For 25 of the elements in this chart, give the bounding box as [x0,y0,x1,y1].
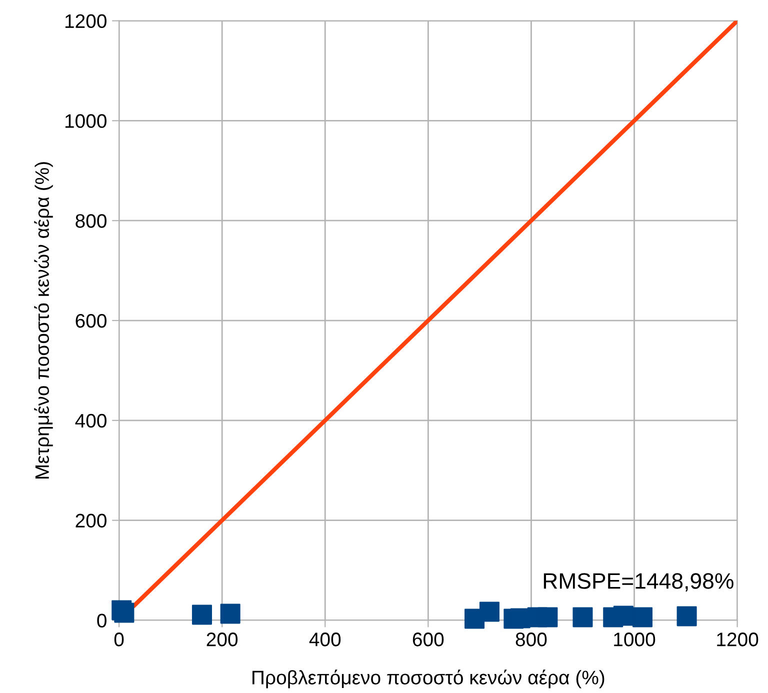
annotation: RMSPE=1448,98% [544,573,734,592]
y-tick-label: 200 [76,514,106,528]
point [220,604,240,624]
point [572,607,593,628]
point [538,607,558,628]
x-tick-label: 400 [309,632,341,646]
point [632,607,652,628]
x-tick-label: 200 [206,632,238,646]
x-tick-label: 1000 [614,632,656,646]
y-tick-label: 800 [76,214,106,228]
x-tick-label: 1200 [717,632,758,646]
y-tick-label: 400 [75,414,106,428]
x-tick-label: 800 [516,632,547,646]
point [676,606,697,626]
y-axis-title: Μετρημένο ποσοστό κενών αέρα (%) [34,162,53,479]
y-tick-label: 1200 [65,14,106,28]
y-tick-label: 600 [76,314,106,328]
point [613,606,634,626]
x-tick-label: 600 [412,632,444,646]
x-axis-title: Προβλεπόμενο ποσοστό κενών αέρα (%) [252,670,604,688]
y-tick-label: 1000 [65,114,106,128]
point [192,604,212,625]
point [479,602,500,622]
x-tick-label: 0 [114,632,124,646]
y-tick-label: 0 [97,614,106,628]
